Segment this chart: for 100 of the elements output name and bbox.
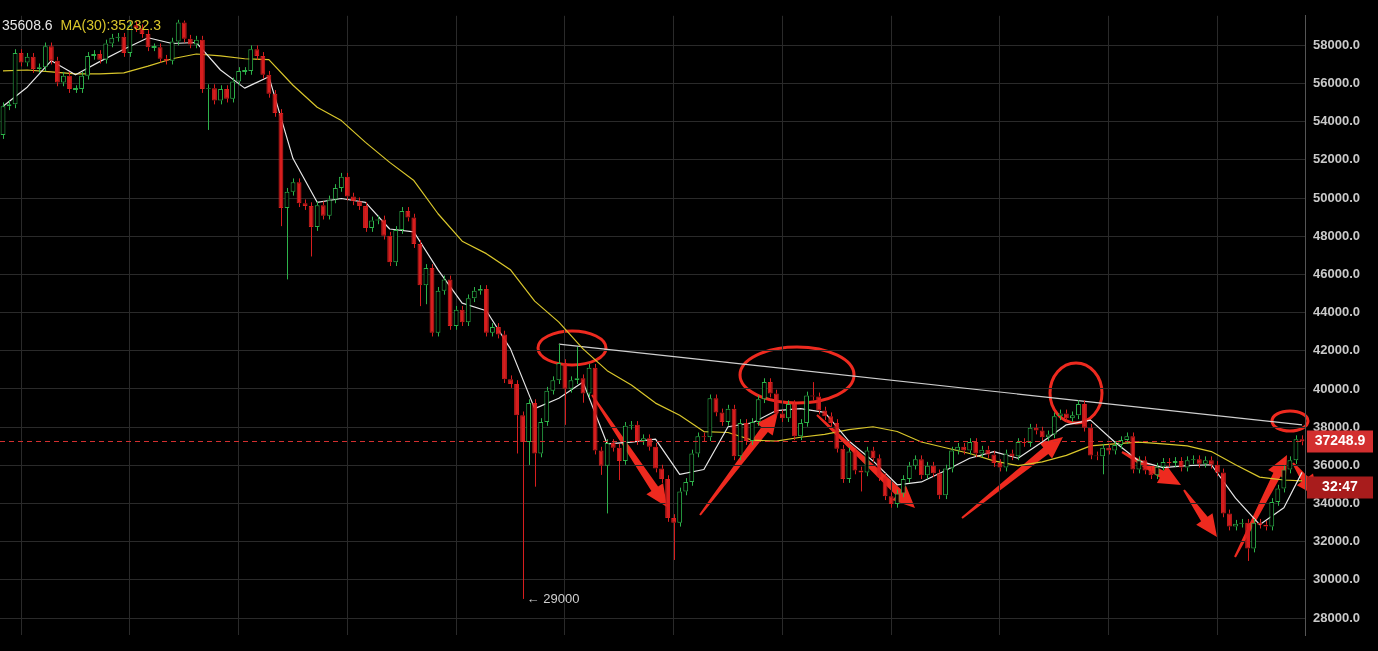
candlestick bbox=[471, 286, 477, 303]
candlestick bbox=[465, 293, 471, 327]
y-tick-label: 44000.0 bbox=[1313, 304, 1361, 320]
candlestick bbox=[634, 420, 640, 446]
candlestick bbox=[1100, 443, 1106, 475]
candlestick bbox=[846, 447, 852, 484]
candlestick bbox=[665, 474, 671, 523]
candlestick bbox=[1196, 454, 1202, 469]
candlestick bbox=[85, 51, 91, 81]
y-tick-label: 34000.0 bbox=[1313, 495, 1361, 511]
candlestick bbox=[538, 417, 544, 458]
candlestick bbox=[900, 474, 906, 498]
candlestick bbox=[532, 398, 538, 488]
y-tick-label: 58000.0 bbox=[1313, 36, 1361, 52]
candlestick bbox=[79, 71, 84, 94]
y-tick-label: 30000.0 bbox=[1313, 571, 1361, 587]
candlestick bbox=[1076, 399, 1081, 420]
candlestick bbox=[792, 399, 797, 441]
candlestick bbox=[97, 49, 103, 65]
candlestick bbox=[502, 330, 507, 384]
candlestick bbox=[834, 418, 840, 454]
y-tick-label: 52000.0 bbox=[1313, 151, 1361, 167]
candlestick bbox=[1275, 484, 1281, 507]
candlestick bbox=[1039, 426, 1045, 442]
candlestick bbox=[272, 89, 278, 118]
y-tick-label: 50000.0 bbox=[1313, 189, 1361, 205]
candlestick bbox=[671, 513, 677, 561]
candlestick bbox=[54, 56, 60, 87]
candlestick bbox=[912, 454, 918, 471]
candlestick bbox=[749, 417, 755, 446]
candlestick bbox=[387, 231, 393, 267]
candlestick bbox=[308, 201, 314, 257]
candlestick bbox=[266, 70, 272, 99]
candlestick bbox=[199, 35, 205, 94]
candlestick bbox=[1088, 423, 1093, 460]
candlestick bbox=[1245, 518, 1251, 562]
candlestick bbox=[393, 225, 399, 267]
y-tick-label: 32000.0 bbox=[1313, 533, 1361, 549]
ref-line-label: 37248.9 bbox=[1314, 432, 1366, 449]
candlestick bbox=[786, 399, 791, 423]
annotation: ← 29000 bbox=[526, 590, 580, 606]
candlestick bbox=[417, 239, 423, 307]
candlestick bbox=[616, 443, 622, 481]
candlestick bbox=[918, 454, 924, 480]
candlestick bbox=[598, 446, 604, 476]
text: 32:47 bbox=[1322, 478, 1359, 495]
y-tick-label: 48000.0 bbox=[1313, 227, 1361, 243]
candlestick bbox=[1082, 399, 1087, 433]
candlestick bbox=[544, 386, 550, 427]
candlestick bbox=[737, 418, 743, 461]
candlestick bbox=[683, 477, 689, 496]
candlestick bbox=[761, 377, 767, 404]
candlestick bbox=[399, 206, 405, 235]
y-tick-label: 36000.0 bbox=[1313, 456, 1361, 472]
candlestick bbox=[852, 447, 858, 475]
candlestick bbox=[302, 198, 308, 211]
candlestick bbox=[743, 418, 749, 446]
candlestick bbox=[659, 464, 664, 484]
candlestick bbox=[604, 438, 610, 514]
y-tick-label: 40000.0 bbox=[1313, 380, 1361, 396]
y-tick-label: 46000.0 bbox=[1313, 266, 1361, 282]
candlestick bbox=[314, 200, 320, 232]
candlestick bbox=[411, 213, 417, 249]
candlestick bbox=[1142, 455, 1148, 475]
y-tick-label: 42000.0 bbox=[1313, 342, 1361, 358]
candlestick bbox=[508, 374, 513, 389]
candlestick bbox=[562, 358, 568, 426]
candlestick bbox=[888, 491, 894, 509]
candlestick bbox=[840, 444, 846, 484]
candlestick bbox=[332, 183, 338, 204]
text: 35608.6 bbox=[2, 16, 53, 33]
candlestick bbox=[514, 379, 519, 454]
candlestick bbox=[622, 421, 628, 466]
candlestick bbox=[248, 44, 254, 76]
candlestick bbox=[12, 48, 18, 109]
candlestick bbox=[906, 461, 912, 484]
candlestick bbox=[1208, 455, 1214, 470]
candlestick bbox=[931, 461, 936, 478]
candlestick bbox=[526, 398, 532, 466]
candlestick bbox=[1202, 455, 1208, 469]
candlestick bbox=[121, 32, 127, 58]
candlestick bbox=[550, 375, 556, 395]
candlestick bbox=[695, 431, 701, 458]
candlestick bbox=[260, 51, 266, 80]
candlestick bbox=[924, 461, 930, 480]
candlestick bbox=[363, 201, 368, 233]
candlestick bbox=[556, 343, 562, 385]
text: MA(30):35232.3 bbox=[60, 16, 162, 33]
y-tick-label: 56000.0 bbox=[1313, 75, 1361, 91]
candlestick bbox=[1214, 460, 1220, 477]
candlestick bbox=[1069, 410, 1075, 423]
y-tick-label: 28000.0 bbox=[1313, 609, 1361, 625]
candlestick bbox=[157, 42, 163, 64]
y-tick-label: 54000.0 bbox=[1313, 113, 1361, 129]
candlestick bbox=[453, 305, 459, 331]
candlestick bbox=[30, 52, 36, 74]
y-tick-label: 38000.0 bbox=[1313, 418, 1361, 434]
candlestick bbox=[1027, 423, 1033, 448]
candlestick bbox=[773, 389, 779, 418]
candlestick bbox=[882, 472, 888, 501]
